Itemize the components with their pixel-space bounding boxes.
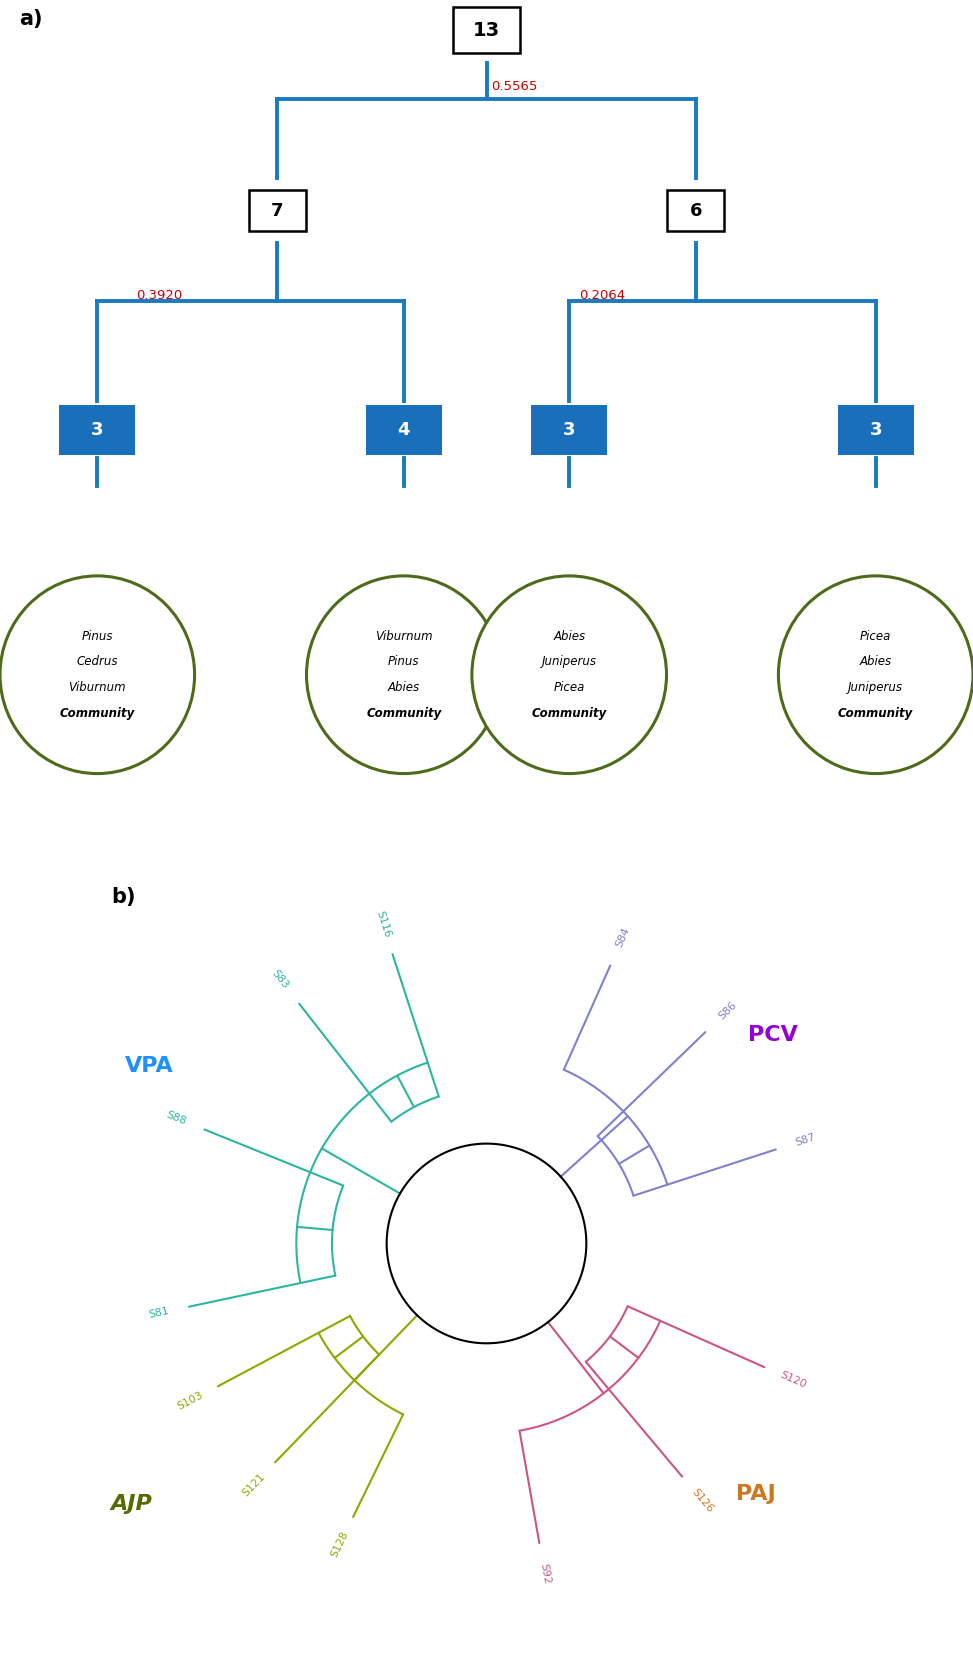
- Text: Viburnum: Viburnum: [68, 681, 126, 694]
- Text: 0.3920: 0.3920: [136, 289, 183, 302]
- Text: S103: S103: [176, 1390, 205, 1412]
- Text: Community: Community: [531, 708, 607, 719]
- Text: S92: S92: [538, 1562, 552, 1584]
- FancyBboxPatch shape: [366, 406, 442, 454]
- Text: S87: S87: [794, 1132, 816, 1148]
- Text: Abies: Abies: [553, 629, 586, 643]
- FancyBboxPatch shape: [249, 190, 306, 232]
- Text: Abies: Abies: [387, 681, 420, 694]
- Text: S128: S128: [329, 1530, 350, 1559]
- Text: Picea: Picea: [860, 629, 891, 643]
- FancyBboxPatch shape: [453, 7, 520, 53]
- Text: Community: Community: [59, 708, 135, 719]
- Text: AJP: AJP: [111, 1494, 153, 1514]
- Text: S121: S121: [240, 1470, 267, 1499]
- Ellipse shape: [472, 576, 667, 774]
- Text: 7: 7: [271, 202, 283, 220]
- Text: 3: 3: [563, 421, 575, 439]
- Text: 4: 4: [398, 421, 410, 439]
- Text: S126: S126: [689, 1487, 714, 1514]
- Text: 3: 3: [91, 421, 103, 439]
- Text: Picea: Picea: [554, 681, 585, 694]
- Text: S84: S84: [614, 926, 631, 948]
- Ellipse shape: [0, 576, 195, 774]
- Text: Viburnum: Viburnum: [375, 629, 433, 643]
- Text: b): b): [111, 886, 135, 906]
- Text: PAJ: PAJ: [737, 1484, 775, 1504]
- Text: Juniperus: Juniperus: [848, 681, 903, 694]
- Text: S83: S83: [270, 968, 291, 991]
- Text: 6: 6: [690, 202, 702, 220]
- Text: 0.2064: 0.2064: [579, 289, 625, 302]
- Text: Abies: Abies: [859, 656, 892, 668]
- Text: S88: S88: [164, 1110, 187, 1127]
- Text: Pinus: Pinus: [388, 656, 419, 668]
- Text: 0.5565: 0.5565: [491, 80, 538, 93]
- Text: Community: Community: [838, 708, 914, 719]
- Text: 3: 3: [870, 421, 882, 439]
- Text: S116: S116: [374, 910, 392, 940]
- FancyBboxPatch shape: [667, 190, 724, 232]
- Text: S120: S120: [778, 1370, 808, 1390]
- Text: 13: 13: [473, 20, 500, 40]
- FancyBboxPatch shape: [59, 406, 135, 454]
- Text: VPA: VPA: [126, 1056, 174, 1077]
- Text: Pinus: Pinus: [82, 629, 113, 643]
- Text: Cedrus: Cedrus: [77, 656, 118, 668]
- Text: a): a): [19, 8, 43, 28]
- Text: PCV: PCV: [748, 1025, 798, 1045]
- Text: Community: Community: [366, 708, 442, 719]
- Text: Juniperus: Juniperus: [542, 656, 596, 668]
- FancyBboxPatch shape: [531, 406, 607, 454]
- Text: S86: S86: [717, 1000, 739, 1021]
- Ellipse shape: [306, 576, 501, 774]
- Text: S81: S81: [148, 1307, 170, 1320]
- Ellipse shape: [778, 576, 973, 774]
- FancyBboxPatch shape: [838, 406, 914, 454]
